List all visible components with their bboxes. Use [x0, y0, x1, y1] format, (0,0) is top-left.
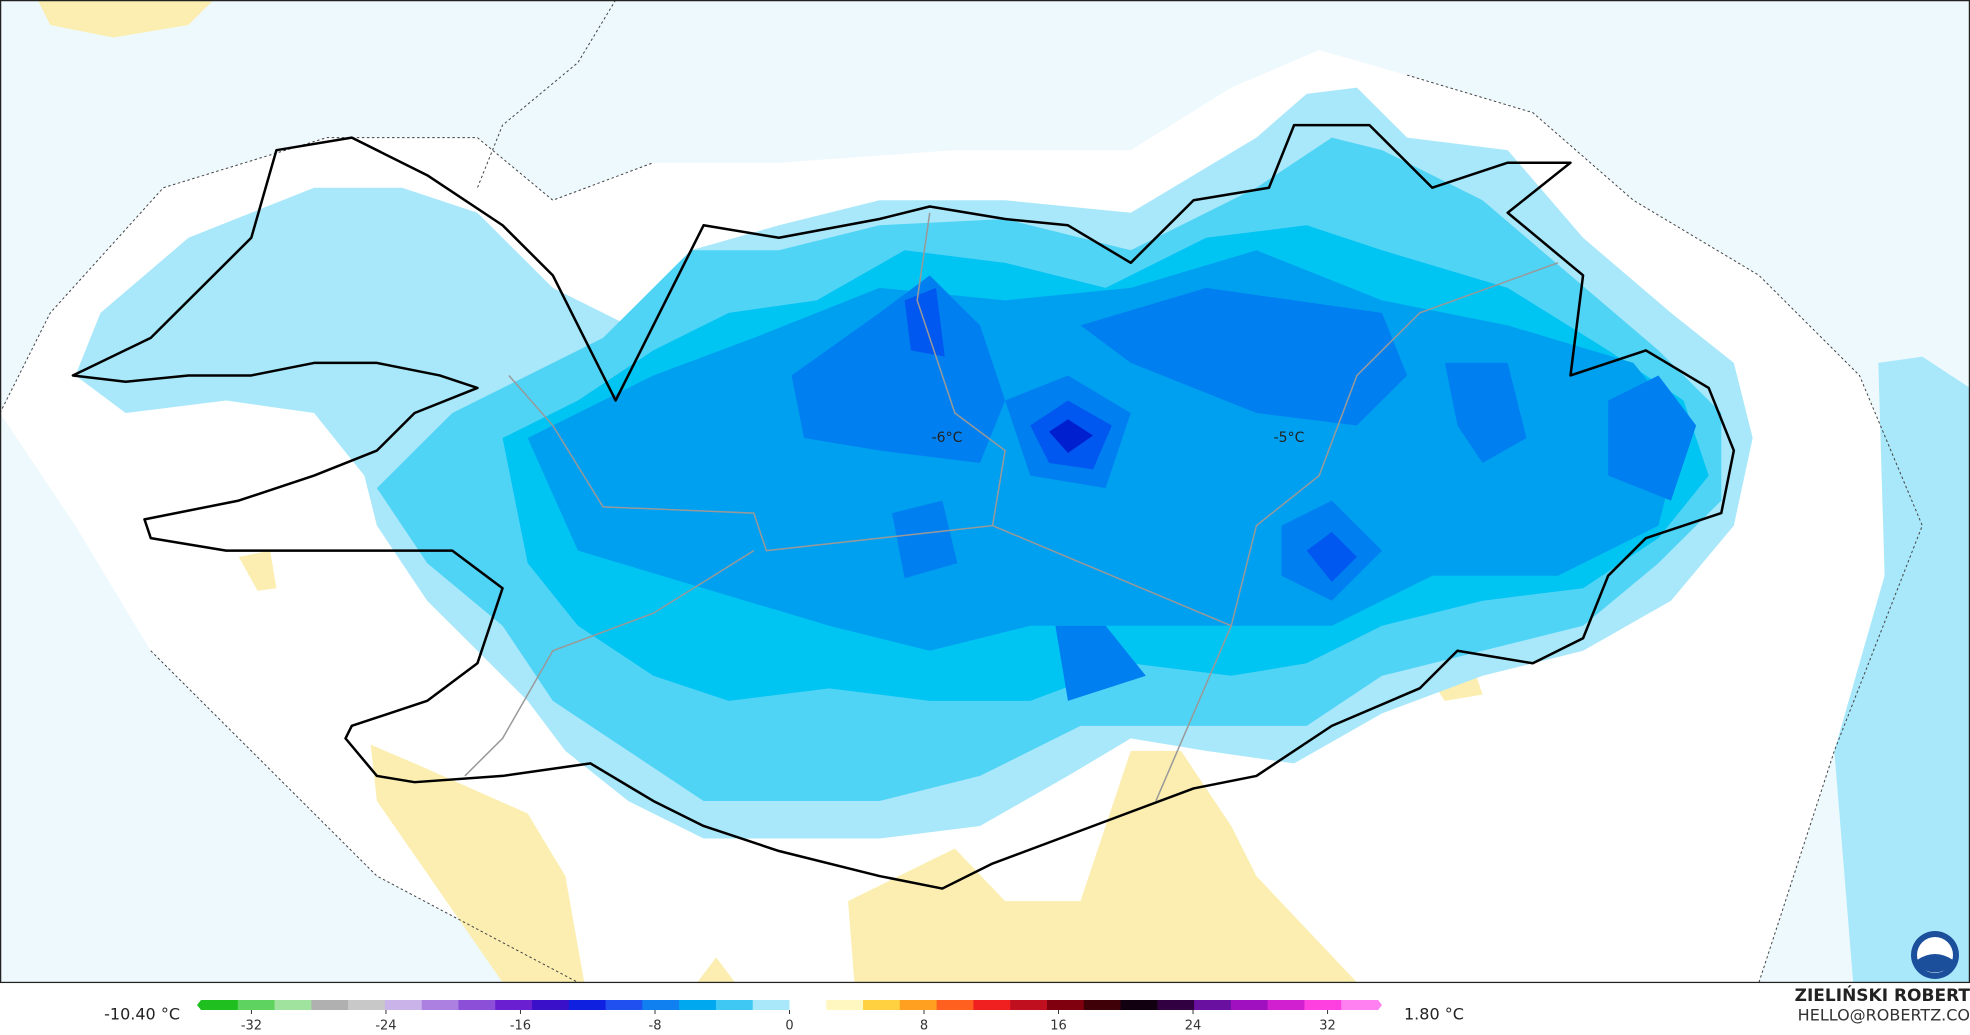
colorbar-tick-label: 0 [785, 1019, 793, 1034]
colorbar-swatch [458, 1000, 496, 1010]
temperature-label: -6°C [932, 430, 963, 446]
colorbar-swatch [1046, 1000, 1085, 1010]
colorbar-swatch [532, 1000, 570, 1010]
colorbar-swatch [605, 1000, 643, 1010]
colorbar-swatch [274, 1000, 312, 1010]
colorbar-swatch [1304, 1000, 1342, 1010]
colorbar-swatch [752, 1000, 790, 1010]
coastline [71, 123, 1736, 890]
colorbar-arrow [197, 1000, 201, 1010]
max-label: 1.80 °C [1404, 1005, 1464, 1024]
colorbar-tick-label: -8 [649, 1019, 662, 1034]
contour-lines [0, 0, 1923, 983]
noaa-logo [1911, 931, 1959, 979]
colorbar-swatch [421, 1000, 459, 1010]
colorbar-swatch [311, 1000, 349, 1010]
colorbar-swatch [1120, 1000, 1158, 1010]
colorbar-swatch [1010, 1000, 1048, 1010]
colorbar-swatch [863, 1000, 901, 1010]
colorbar-swatch [384, 1000, 423, 1010]
colorbar-swatch [348, 1000, 386, 1010]
colorbar-tick-label: 8 [920, 1019, 928, 1034]
colorbar-swatch [1157, 1000, 1195, 1010]
colorbar-swatch [495, 1000, 533, 1010]
colorbar-swatch [1341, 1000, 1379, 1010]
map-frame [0, 0, 1970, 984]
colorbar-tick-label: -16 [510, 1019, 531, 1034]
colorbar-swatch [715, 1000, 754, 1010]
zone-7 [1049, 419, 1094, 454]
colorbar-swatch [826, 1000, 864, 1010]
colorbar-tick-label: 24 [1185, 1019, 1202, 1034]
colorbar-swatch [973, 1000, 1011, 1010]
author: ZIELIŃSKI ROBERT [1795, 984, 1970, 1006]
colorbar-swatch [642, 1000, 680, 1010]
colorbar-swatch [1230, 1000, 1269, 1010]
roads [464, 212, 1559, 802]
map [0, 0, 1970, 984]
colorbar-swatch [1083, 1000, 1122, 1010]
colorbar: -32 -24 -16 -8 0 8 16 24 32 [197, 1000, 1382, 1034]
colorbar-tick-label: 32 [1319, 1019, 1336, 1034]
colorbar-swatch [936, 1000, 974, 1010]
email: HELLO@ROBERTZ.CO [1798, 1006, 1970, 1025]
colorbar-swatch [237, 1000, 276, 1010]
zone-5 [791, 275, 1697, 701]
colorbar-swatch [789, 1000, 827, 1010]
colorbar-tick-label: -32 [241, 1019, 262, 1034]
colorbar-swatch [1267, 1000, 1305, 1010]
colorbar-swatch [679, 1000, 717, 1010]
min-label: -10.40 °C [104, 1005, 180, 1024]
colorbar-tick-label: -24 [375, 1019, 396, 1034]
colorbar-swatch [899, 1000, 938, 1010]
zone-cyan-right [1834, 356, 1970, 983]
colorbar-swatch [201, 1000, 239, 1010]
colorbar-swatch [1194, 1000, 1232, 1010]
temperature-label: -5°C [1274, 430, 1305, 446]
colorbar-swatch [568, 1000, 607, 1010]
colorbar-tick-label: 16 [1050, 1019, 1067, 1034]
colorbar-arrow [1378, 1000, 1382, 1010]
